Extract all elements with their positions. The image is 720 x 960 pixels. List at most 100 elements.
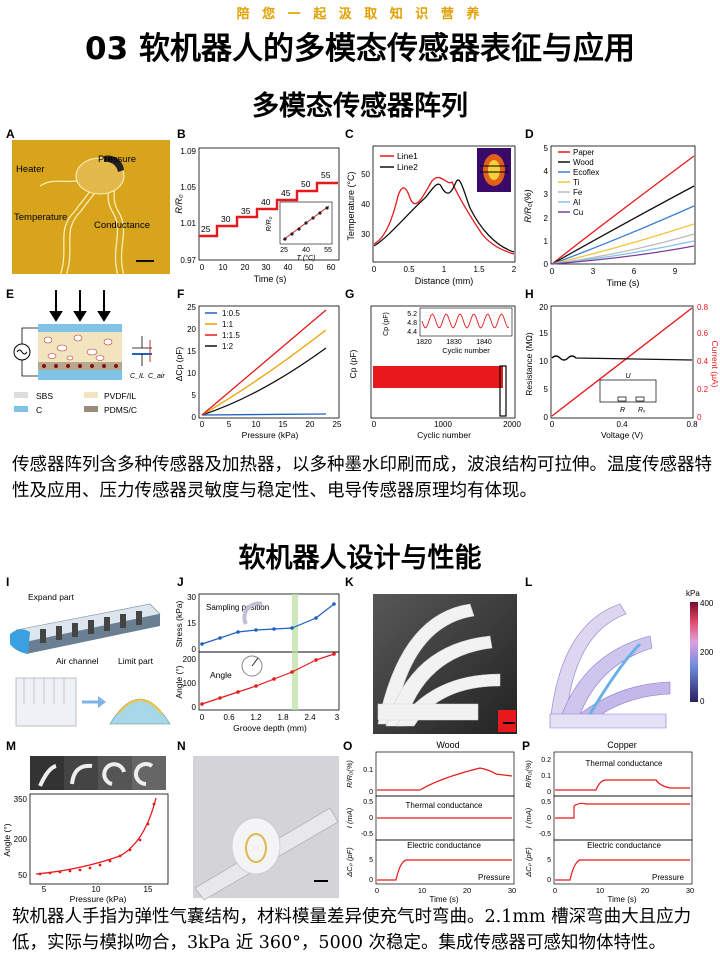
svg-text:10: 10 — [539, 357, 548, 366]
k-scale-bar — [503, 722, 515, 724]
label-temperature: Temperature — [14, 212, 67, 223]
p-frame-2 — [553, 795, 693, 841]
svg-text:20: 20 — [539, 303, 548, 312]
section2-title: 软机器人设计与性能 — [238, 543, 482, 574]
panel-d-label: D — [525, 127, 534, 141]
section2-caption: 软机器人手指为弹性气囊结构，材料模量差异使充气时弯曲。2.1mm 槽深弯曲大且应… — [12, 907, 692, 953]
svg-text:Paper: Paper — [573, 148, 595, 157]
svg-text:45: 45 — [281, 188, 291, 198]
i-chambers — [40, 611, 142, 643]
g-inset-xlabel: Cyclic number — [442, 346, 490, 355]
panel-p-label: P — [522, 739, 530, 753]
svg-text:1:0.5: 1:0.5 — [222, 309, 240, 318]
j-angle-points — [200, 652, 336, 706]
svg-text:0: 0 — [544, 413, 549, 422]
panel-h-label: H — [525, 287, 534, 301]
svg-text:55: 55 — [321, 170, 331, 180]
svg-text:40: 40 — [361, 200, 370, 209]
j-note-angle: Angle — [210, 670, 232, 680]
svg-text:5.2: 5.2 — [407, 311, 417, 318]
panel-h-frame — [550, 305, 694, 419]
f-ylabel: ΔCp (pF) — [174, 347, 184, 382]
svg-text:0: 0 — [547, 877, 551, 884]
svg-text:55: 55 — [324, 247, 332, 254]
svg-text:5: 5 — [192, 391, 197, 400]
h-circuit — [599, 379, 657, 403]
b-xtick: 0 — [200, 263, 205, 272]
svg-text:2000: 2000 — [503, 420, 521, 429]
svg-text:0: 0 — [369, 789, 373, 796]
panel-c-label: C — [345, 127, 354, 141]
svg-text:Cu: Cu — [573, 208, 583, 217]
svg-text:Fe: Fe — [573, 188, 583, 197]
e-bottom-electrode — [38, 370, 122, 380]
panel-g-frame — [370, 305, 516, 419]
d-legend: Paper Wood Ecoflex Ti Fe Al Cu — [558, 148, 599, 217]
h-resistance-line — [551, 355, 693, 361]
c-line2 — [373, 179, 515, 253]
m-frame — [29, 793, 169, 885]
k-fingers — [377, 603, 501, 727]
b-ytick-3: 1.09 — [180, 147, 196, 156]
figure-row-1: A Heater Pressure Temperature Conductanc… — [6, 127, 720, 440]
c-ylabel: Temperature (°C) — [346, 171, 356, 240]
svg-text:0.6: 0.6 — [697, 329, 709, 338]
svg-text:50: 50 — [361, 170, 370, 179]
p-t3: Pressure — [652, 873, 685, 882]
j-angle-line — [201, 653, 335, 705]
top-banner: 陪 您 一 起 汲 取 知 识 营 养 — [236, 7, 484, 22]
c-legend-label2: Line2 — [397, 162, 418, 172]
svg-text:0: 0 — [547, 815, 551, 822]
svg-text:3: 3 — [544, 190, 549, 199]
panel-n-label: N — [177, 739, 186, 753]
svg-text:10: 10 — [596, 886, 604, 895]
svg-text:15: 15 — [279, 420, 288, 429]
svg-text:15: 15 — [539, 329, 548, 338]
panel-a-label: A — [6, 127, 15, 141]
j-xlabel: Groove depth (mm) — [233, 723, 307, 733]
svg-text:3: 3 — [335, 713, 340, 722]
svg-text:0: 0 — [697, 413, 702, 422]
panel-d-frame — [550, 145, 696, 265]
svg-text:2: 2 — [544, 214, 549, 223]
g-inset-wave — [421, 313, 510, 329]
svg-text:0.4: 0.4 — [616, 420, 628, 429]
m-ylabel: Angle (°) — [2, 823, 12, 856]
svg-text:1830: 1830 — [446, 339, 462, 346]
m-photo-strip — [30, 756, 166, 790]
svg-text:1: 1 — [442, 265, 447, 274]
svg-text:1:2: 1:2 — [222, 342, 234, 351]
svg-text:1000: 1000 — [434, 420, 452, 429]
p-xlabel: Time (s) — [607, 895, 636, 904]
j-ylabel-top: Stress (kPa) — [174, 600, 184, 647]
svg-text:25: 25 — [333, 420, 342, 429]
svg-text:0: 0 — [550, 420, 555, 429]
j-stress-line — [201, 603, 335, 645]
svg-text:25: 25 — [187, 303, 196, 312]
svg-text:5: 5 — [547, 857, 551, 864]
h-circuit-rx: Rₓ — [638, 407, 646, 414]
label-pressure: Pressure — [98, 154, 136, 165]
o-thermal-trace — [377, 767, 513, 791]
p-title: Copper — [607, 740, 637, 750]
j-ylabel-bottom: Angle (°) — [174, 665, 184, 698]
o-t3: Pressure — [478, 873, 511, 882]
svg-text:30: 30 — [508, 886, 516, 895]
page-title: 03 软机器人的多模态传感器表征与应用 — [85, 31, 635, 67]
svg-text:C: C — [36, 405, 42, 415]
svg-text:0: 0 — [200, 713, 205, 722]
svg-text:10: 10 — [187, 369, 196, 378]
e-dots — [42, 364, 118, 368]
p-pressure-trace — [555, 859, 690, 881]
svg-text:5: 5 — [42, 885, 47, 894]
c-line1 — [373, 176, 515, 255]
svg-text:2.4: 2.4 — [304, 713, 316, 722]
b-inset-ylabel: R/R₀ — [266, 216, 273, 231]
svg-text:20: 20 — [463, 886, 471, 895]
panel-j-label: J — [177, 575, 184, 589]
svg-text:1820: 1820 — [416, 339, 432, 346]
svg-text:20: 20 — [641, 886, 649, 895]
f-xlabel: Pressure (kPa) — [242, 430, 299, 440]
p-t2: Electric conductance — [587, 841, 661, 850]
p-y3: ΔCₚ (pF) — [524, 847, 533, 878]
